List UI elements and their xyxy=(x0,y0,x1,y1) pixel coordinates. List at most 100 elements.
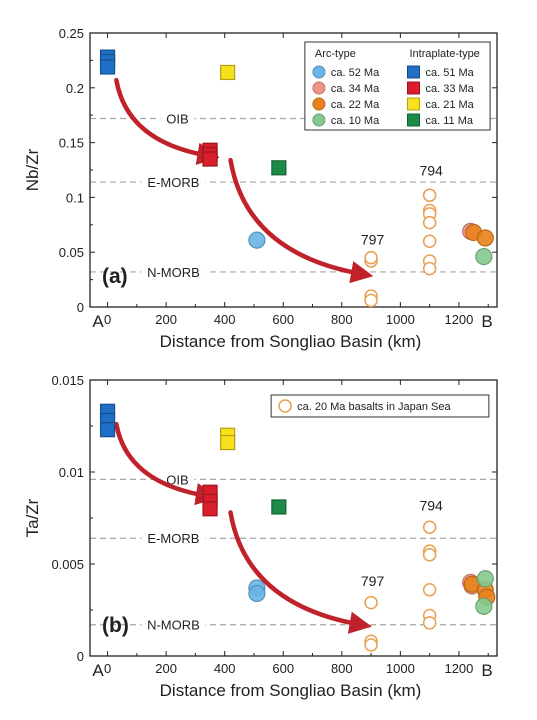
data-point-open-circle xyxy=(422,261,437,276)
x-tick-label: 1200 xyxy=(444,312,473,327)
y-tick-label: 0.25 xyxy=(59,26,84,41)
data-point-square xyxy=(99,422,116,438)
data-point-circle xyxy=(476,570,494,588)
x-tick-label: 1000 xyxy=(386,312,415,327)
data-point-square xyxy=(271,160,287,176)
panel-label: (a) xyxy=(102,265,128,288)
y-tick-label: 0.1 xyxy=(66,190,84,205)
legend-entry-label: ca. 11 Ma xyxy=(425,115,473,127)
y-tick-label: 0 xyxy=(77,300,84,315)
data-point-open-circle xyxy=(422,520,437,534)
panel-b: OIB E-MORB N-MORB 0 0.005 0.01 0.015 0 200 400 600… xyxy=(23,373,498,700)
legend-entry-label: ca. 34 Ma xyxy=(331,83,380,95)
y-axis-title: Nb/Zr xyxy=(23,148,42,191)
y-tick-label: 0.05 xyxy=(59,245,84,260)
reference-label-bg xyxy=(141,174,206,191)
y-tick-label: 0.015 xyxy=(51,373,84,388)
trend-arrow xyxy=(114,77,220,165)
trend-arrow xyxy=(114,421,219,506)
x-tick-label: 200 xyxy=(155,312,177,327)
legend-entry-label: ca. 20 Ma basalts in Japan Sea xyxy=(297,401,451,413)
data-point-square xyxy=(99,59,116,75)
trend-arrow xyxy=(228,510,372,634)
legend-entry-label: ca. 10 Ma xyxy=(331,115,380,127)
legend-entry-label: ca. 52 Ma xyxy=(331,67,380,79)
legend-marker-square xyxy=(406,97,420,111)
y-tick-label: 0.2 xyxy=(66,81,84,96)
data-point-open-circle xyxy=(422,215,437,230)
panel-label: (b) xyxy=(102,614,129,637)
legend-marker-circle xyxy=(312,113,326,127)
data-point-square xyxy=(271,499,287,515)
legend-marker-circle xyxy=(312,97,326,111)
data-point-square xyxy=(220,64,236,81)
reference-label-n-morb: N-MORB xyxy=(147,618,200,633)
legend-marker-circle xyxy=(312,65,326,79)
data-point-open-circle xyxy=(422,234,437,248)
sample-label-794: 794 xyxy=(419,162,443,178)
trend-arrow xyxy=(228,157,374,284)
reference-label-bg xyxy=(141,616,206,633)
data-point-circle xyxy=(248,231,266,249)
data-point-open-circle xyxy=(422,616,437,630)
legend-entry-label: ca. 33 Ma xyxy=(425,83,474,95)
x-tick-label: 1200 xyxy=(444,661,473,676)
legend-box xyxy=(304,41,491,131)
y-tick-label: 0.15 xyxy=(59,136,84,151)
data-point-circle xyxy=(248,584,266,603)
data-point-square xyxy=(220,434,236,451)
y-tick-label: 0.005 xyxy=(51,557,84,572)
legend-marker-circle xyxy=(312,81,326,95)
x-end-label-a: A xyxy=(92,661,104,680)
data-point-open-circle xyxy=(364,293,378,308)
data-point-open-circle xyxy=(422,548,437,562)
x-tick-label: 0 xyxy=(104,661,111,676)
panel-a: OIB E-MORB N-MORB 0 0.05 0.1 0.15 0.2 0.25 0 200 40… xyxy=(23,26,498,351)
x-end-label-b: B xyxy=(481,312,492,331)
y-tick-label: 0 xyxy=(77,649,84,664)
legend-marker-square xyxy=(406,113,420,127)
data-point-square xyxy=(202,501,218,517)
x-tick-label: 600 xyxy=(272,661,294,676)
reference-label-bg xyxy=(141,530,206,547)
reference-label-n-morb: N-MORB xyxy=(147,265,200,280)
data-point-open-circle xyxy=(364,638,378,652)
data-point-open-circle xyxy=(364,595,378,610)
x-tick-label: 800 xyxy=(331,661,353,676)
data-point-open-circle xyxy=(422,583,437,597)
legend-entry-label: ca. 21 Ma xyxy=(425,99,474,111)
x-axis-title: Distance from Songliao Basin (km) xyxy=(160,332,422,351)
data-point-square xyxy=(202,151,218,167)
reference-label-e-morb: E-MORB xyxy=(147,531,199,546)
sample-label-797: 797 xyxy=(361,573,385,589)
x-tick-label: 600 xyxy=(272,312,294,327)
reference-label-oib: OIB xyxy=(166,472,188,487)
sample-label-794: 794 xyxy=(419,498,443,514)
x-end-label-a: A xyxy=(92,312,104,331)
x-tick-label: 800 xyxy=(331,312,353,327)
reference-label-bg xyxy=(141,263,206,280)
legend-box xyxy=(270,394,490,418)
reference-label-bg xyxy=(160,110,195,127)
data-point-circle xyxy=(476,229,494,247)
x-axis-title: Distance from Songliao Basin (km) xyxy=(160,681,422,700)
legend-group-title: Arc-type xyxy=(315,48,356,60)
x-tick-label: 1000 xyxy=(386,661,415,676)
legend-group-title: Intraplate-type xyxy=(409,48,479,60)
legend-entry-label: ca. 51 Ma xyxy=(425,67,474,79)
reference-label-oib: OIB xyxy=(166,111,188,126)
data-point-open-circle xyxy=(364,250,378,265)
x-tick-label: 400 xyxy=(214,661,236,676)
data-point-circle xyxy=(475,597,493,615)
legend-marker-open-circle xyxy=(278,399,292,413)
x-tick-label: 0 xyxy=(104,312,111,327)
x-tick-label: 400 xyxy=(214,312,236,327)
sample-label-797: 797 xyxy=(361,232,385,248)
legend-marker-square xyxy=(406,65,420,79)
x-tick-label: 200 xyxy=(155,661,177,676)
legend-marker-square xyxy=(406,81,420,95)
reference-label-e-morb: E-MORB xyxy=(147,175,199,190)
legend-entry-label: ca. 22 Ma xyxy=(331,99,380,111)
data-point-open-circle xyxy=(422,188,437,202)
